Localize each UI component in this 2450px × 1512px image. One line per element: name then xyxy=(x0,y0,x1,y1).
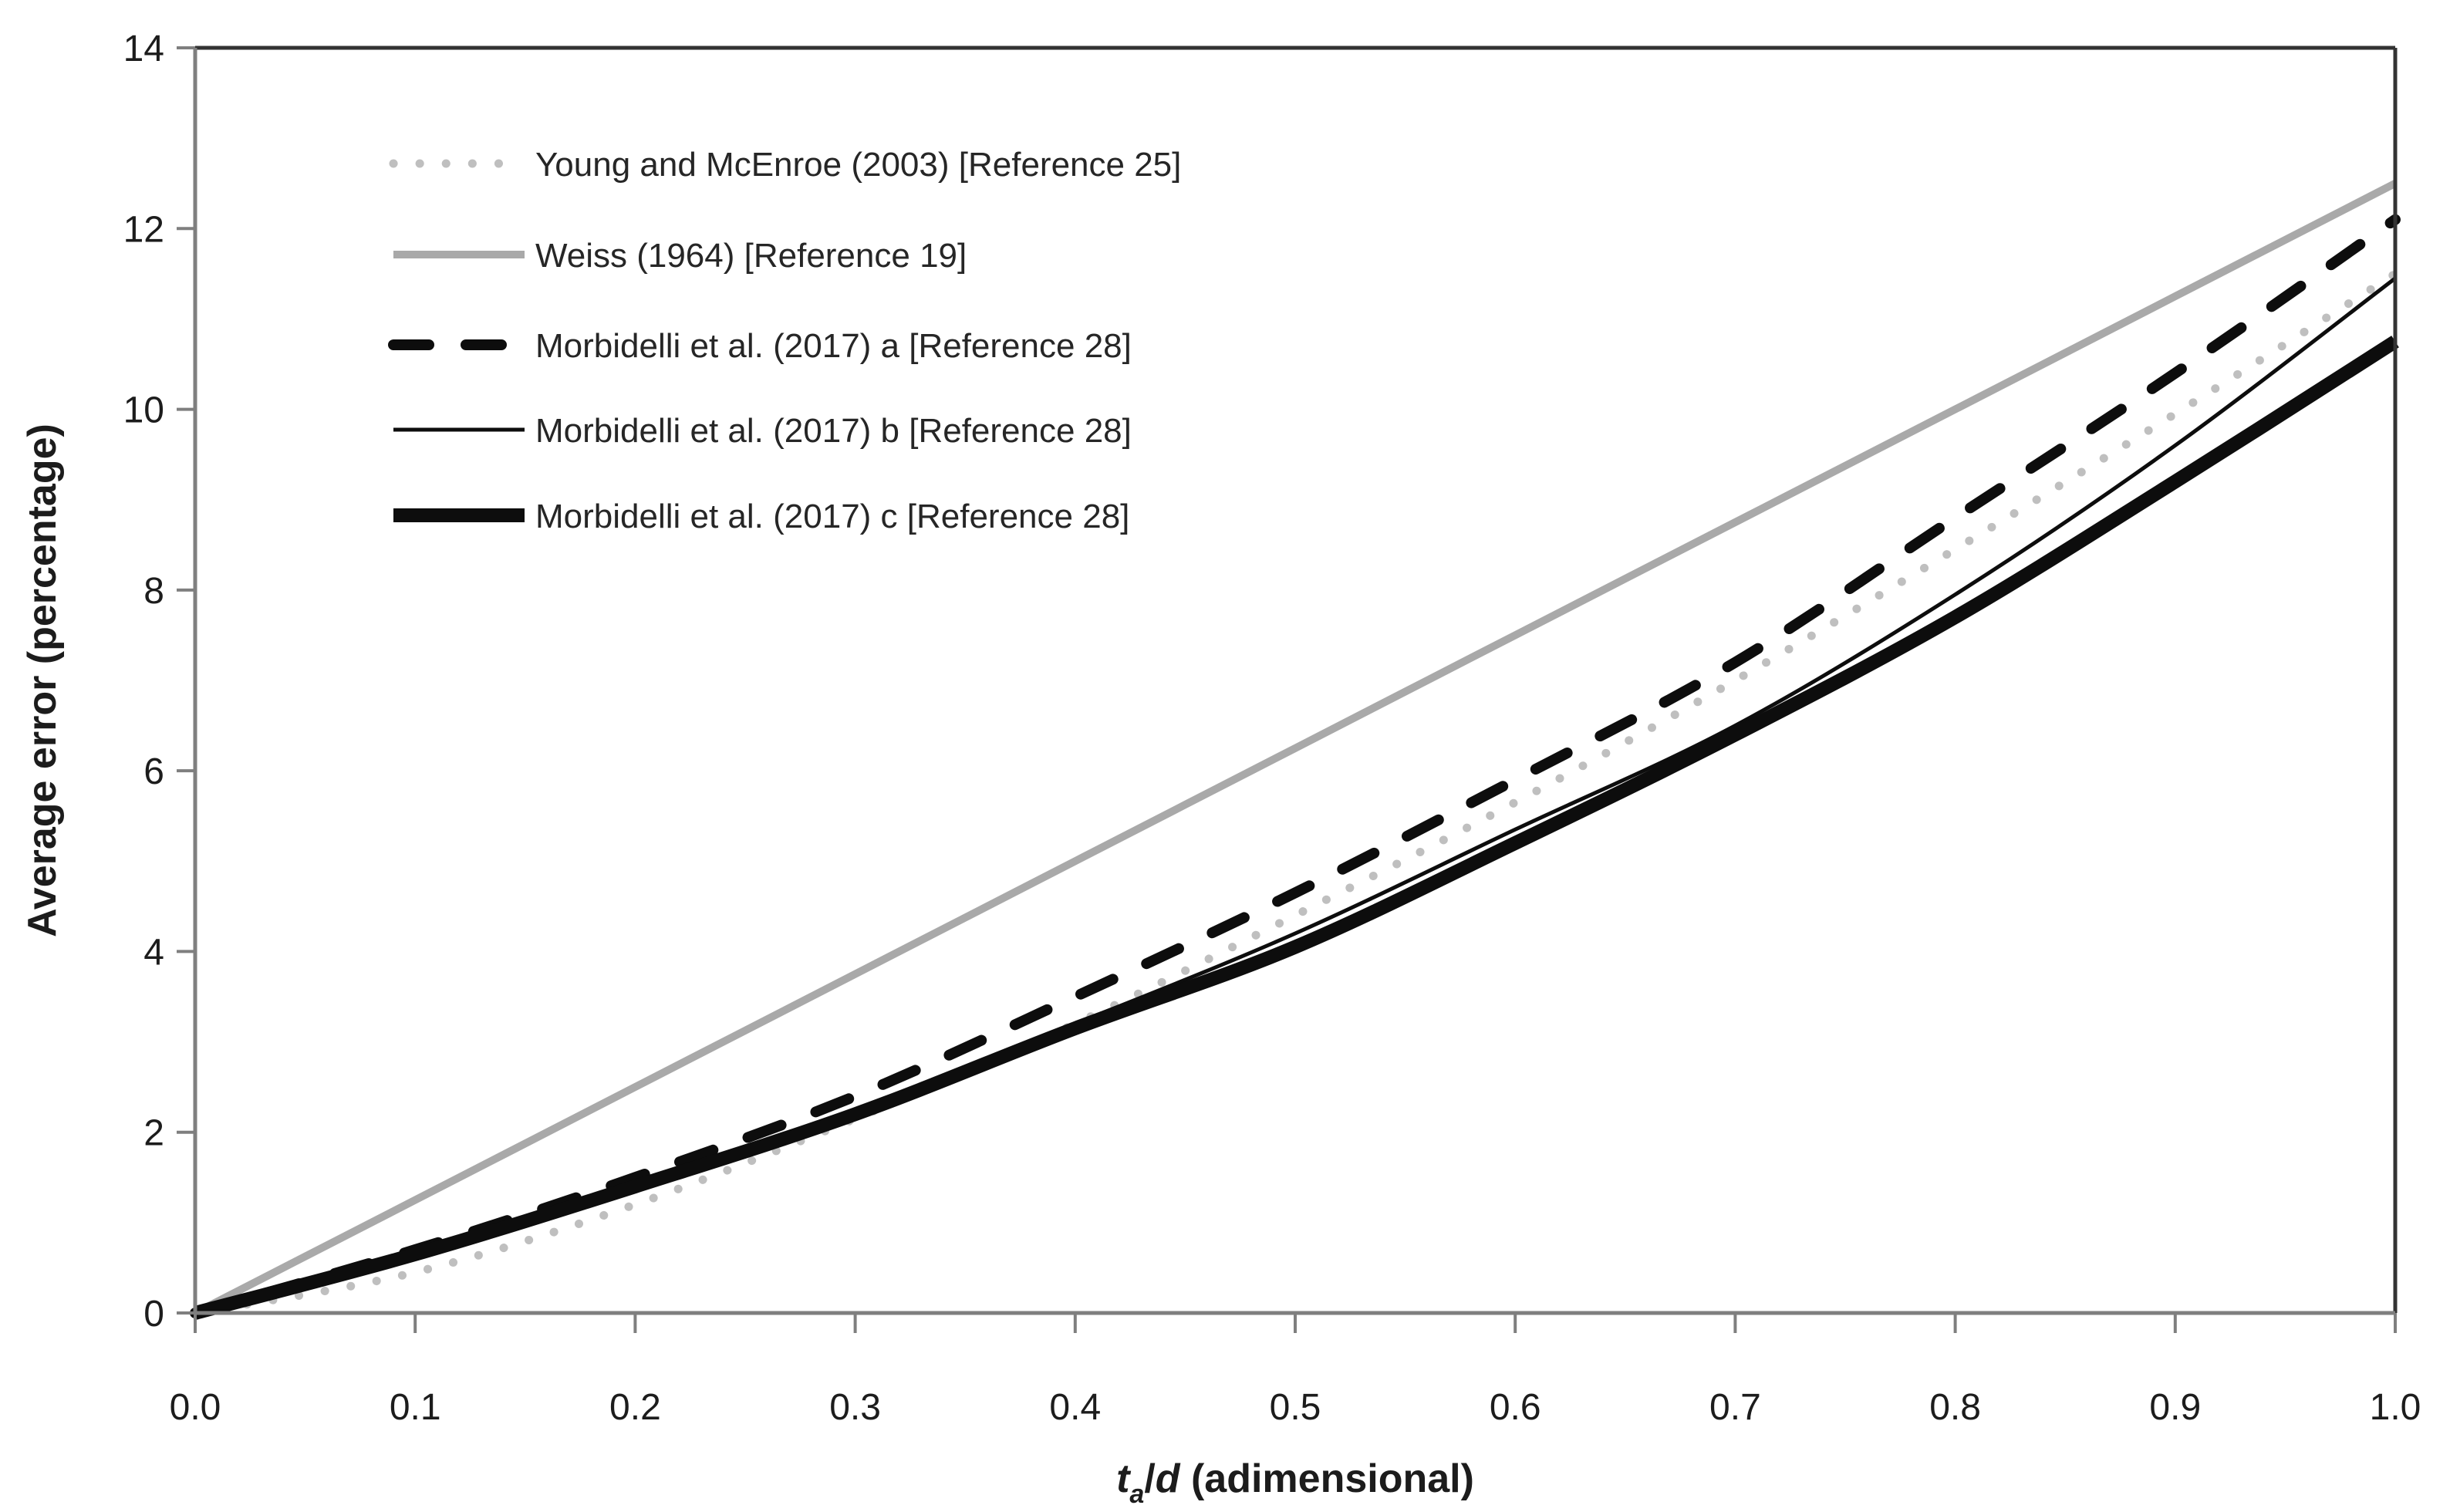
y-axis-title: Average error (percentage) xyxy=(20,424,65,937)
series-line-morbidelli-et-al-2017-c-reference-28 xyxy=(193,336,2399,1320)
legend-label: Morbidelli et al. (2017) b [Reference 28… xyxy=(535,412,1132,450)
x-tick-label: 0.8 xyxy=(1929,1387,1981,1428)
curves-layer xyxy=(190,180,2401,1320)
series-line-morbidelli-et-al-2017-a-reference-28 xyxy=(190,214,2401,1318)
y-tick-label: 8 xyxy=(143,571,164,612)
x-tick-label: 0.1 xyxy=(390,1387,441,1428)
legend-item: Weiss (1964) [Reference 19] xyxy=(393,237,967,275)
x-tick-label: 0.6 xyxy=(1490,1387,1541,1428)
y-tick-label: 14 xyxy=(123,29,164,69)
legend-label: Young and McEnroe (2003) [Reference 25] xyxy=(535,146,1181,184)
legend-item: Morbidelli et al. (2017) a [Reference 28… xyxy=(388,327,1132,365)
y-tick-label: 4 xyxy=(143,932,164,973)
series-line-weiss-1964-reference-19 xyxy=(193,180,2398,1317)
x-tick-label: 0.3 xyxy=(829,1387,881,1428)
legend-label: Morbidelli et al. (2017) c [Reference 28… xyxy=(535,498,1129,535)
x-tick-label: 0.4 xyxy=(1049,1387,1101,1428)
y-tick-label: 0 xyxy=(143,1294,164,1335)
legend-label: Weiss (1964) [Reference 19] xyxy=(535,237,967,275)
axes-layer: 0 2 4 6 8 10 12 14 0.0 0.1 0.2 0.3 0.4 0.5 0.6 0.7 0.8 0.… xyxy=(123,29,2421,1428)
x-tick-label: 1.0 xyxy=(2370,1387,2421,1428)
x-axis-title: ta​/d (adimensional) xyxy=(1116,1456,1474,1509)
x-tick-label: 0.5 xyxy=(1270,1387,1321,1428)
series-line-morbidelli-et-al-2017-b-reference-28 xyxy=(194,276,2397,1315)
legend-item: Young and McEnroe (2003) [Reference 25] xyxy=(389,146,1181,184)
y-tick-label: 6 xyxy=(143,751,164,792)
legend: Young and McEnroe (2003) [Reference 25] W… xyxy=(388,146,1181,535)
x-tick-label: 0.0 xyxy=(170,1387,221,1428)
legend-item: Morbidelli et al. (2017) b [Reference 28… xyxy=(393,412,1132,450)
legend-item: Morbidelli et al. (2017) c [Reference 28… xyxy=(393,498,1129,535)
y-tick-label: 12 xyxy=(123,209,164,250)
x-tick-label: 0.7 xyxy=(1709,1387,1761,1428)
y-tick-label: 10 xyxy=(123,390,164,431)
x-tick-label: 0.9 xyxy=(2149,1387,2201,1428)
x-tick-label: 0.2 xyxy=(609,1387,661,1428)
legend-label: Morbidelli et al. (2017) a [Reference 28… xyxy=(535,327,1132,365)
y-tick-label: 2 xyxy=(143,1113,164,1154)
series-line-young-and-mcenroe-2003-reference-25 xyxy=(191,269,2400,1318)
